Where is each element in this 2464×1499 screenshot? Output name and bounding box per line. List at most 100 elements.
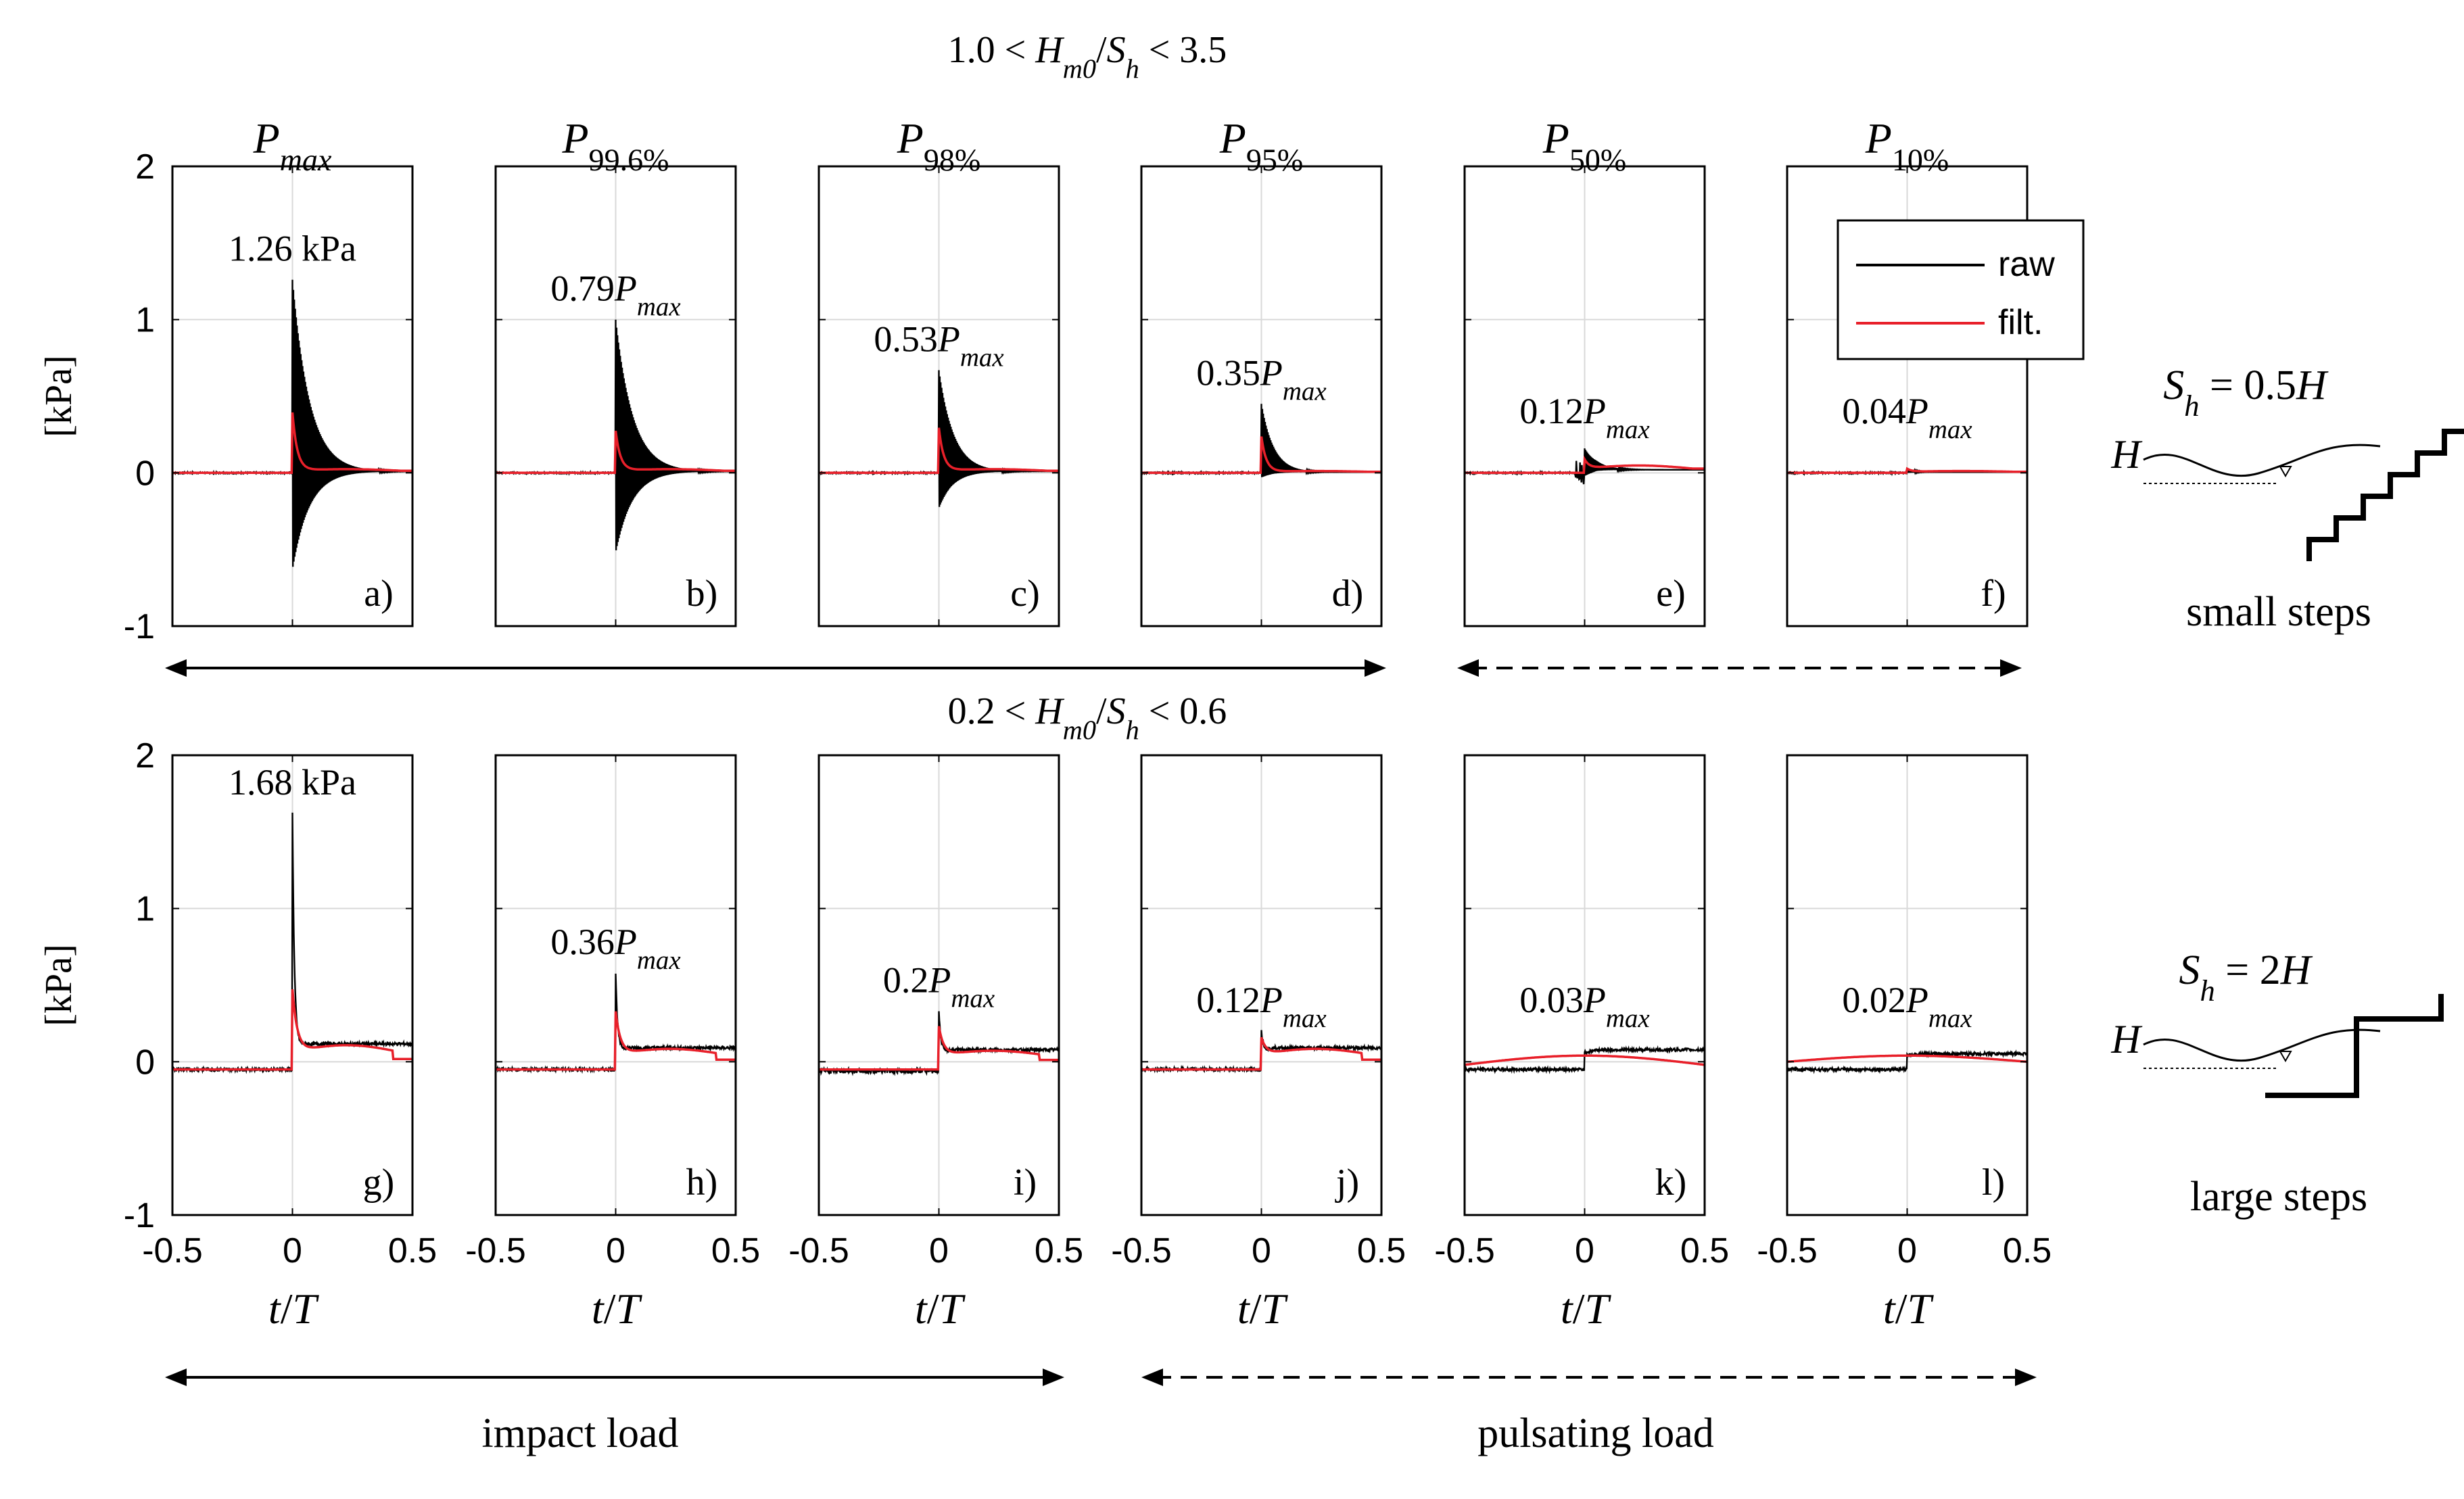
xtick-label: 0.5 [388,1231,437,1270]
series-raw [1464,1045,1705,1074]
panel-b: P99.6% b) 0.79Pmax [494,114,737,627]
arrow-pulsating-top [1457,659,2022,677]
xtick-label: -0.5 [788,1231,849,1270]
xtick-label: -0.5 [1757,1231,1818,1270]
panel-label: c) [1010,573,1040,615]
sketch-wave [2143,444,2381,477]
water-level-icon [2279,466,2292,478]
panel-label: j) [1335,1162,1359,1204]
ytick-label: -1 [124,1196,155,1235]
ytick-label: 1 [135,890,155,929]
panel-c: P98% c) 0.53Pmax [818,114,1060,627]
panel-label: d) [1332,573,1364,615]
peak-annotation: 0.12Pmax [1196,980,1326,1033]
legend-box [1837,219,2085,360]
sketch-wave [2143,1028,2381,1062]
xtick-label: 0.5 [1035,1231,1083,1270]
ytick-label: 0 [135,454,155,493]
panel-j: -0.5 0 0.5 t/T j) 0.12Pmax [1111,754,1406,1333]
panels-group: 2 1 0 -1 [kPa] Pmax a) 1.26 kPa P99.6% b) 0.79Pmax… [38,114,2052,1333]
ytick-label: 1 [135,301,155,340]
series-filt [1786,1054,2028,1064]
arrow-head-left [1141,1369,1163,1386]
arrow-head-right [2000,659,2022,677]
sketch-sh-label: Sh = 0.5H [2163,362,2329,423]
arrow-head-right [1043,1369,1064,1386]
peak-annotation: 0.12Pmax [1519,391,1649,444]
panel-label: k) [1655,1162,1687,1204]
column-title: P99.6% [561,114,669,177]
peak-annotation: 1.26 kPa [229,229,356,269]
peak-annotation: 0.04Pmax [1842,391,1972,444]
series-filt [1787,467,2027,475]
column-title: P95% [1219,114,1304,177]
panel-d: P95% d) 0.35Pmax [1140,114,1383,627]
peak-annotation: 0.03Pmax [1519,980,1649,1033]
arrow-head-left [1457,659,1479,677]
xtick-label: -0.5 [1434,1231,1495,1270]
ytick-label: 0 [135,1043,155,1082]
water-level-icon [2279,1051,2292,1063]
panel-label: l) [1982,1162,2005,1204]
sketch-sh-label: Sh = 2H [2179,947,2313,1007]
xtick-label: 0 [1897,1231,1917,1270]
arrow-head-left [165,659,187,677]
column-title: P10% [1865,114,1949,177]
xtick-label: -0.5 [1111,1231,1172,1270]
large-steps-icon [2265,994,2444,1098]
series-filt [1141,436,1381,475]
arrow-impact-bottom [165,1369,1064,1386]
xlabel: t/T [915,1285,966,1333]
panel-l: -0.5 0 0.5 t/T l) 0.02Pmax [1757,754,2052,1333]
legend: raw filt. [1837,219,2085,360]
xtick-label: 0 [1252,1231,1271,1270]
row-title-bottom: 0.2 < Hm0/Sh < 0.6 [948,690,1227,745]
xtick-label: 0.5 [1357,1231,1406,1270]
ytick-label: -1 [124,607,155,646]
panel-f: P10% f) 0.04Pmax [1786,114,2029,627]
sketch-h-label: H [2110,1017,2143,1062]
xtick-label: -0.5 [465,1231,526,1270]
column-title: P50% [1542,114,1627,177]
xlabel: t/T [1237,1285,1289,1333]
ytick-label: 2 [135,147,155,187]
peak-annotation: 0.35Pmax [1196,352,1326,406]
impact-load-label: impact load [482,1410,679,1456]
arrow-impact-top [165,659,1386,677]
series-filt [172,412,412,475]
panel-k: -0.5 0 0.5 t/T k) 0.03Pmax [1434,754,1729,1333]
xlabel: t/T [592,1285,643,1333]
panel-label: h) [686,1162,718,1204]
series-filt [819,427,1059,475]
xtick-label: 0.5 [1680,1231,1729,1270]
panel-a: 2 1 0 -1 [kPa] Pmax a) 1.26 kPa [38,114,414,646]
peak-annotation: 0.02Pmax [1842,980,1972,1033]
xtick-label: 0.5 [2003,1231,2052,1270]
series-filt [1465,455,1705,475]
series-filt [172,989,412,1071]
row-title-top: 1.0 < Hm0/Sh < 3.5 [948,29,1227,84]
ylabel: [kPa] [38,944,80,1026]
panel-h: -0.5 0 0.5 t/T h) 0.36Pmax [465,754,760,1333]
column-title: Pmax [253,114,332,177]
small-steps-icon [2306,429,2464,561]
peak-annotation: 0.53Pmax [874,318,1003,372]
panel-label: f) [1981,573,2006,615]
ylabel: [kPa] [38,355,80,437]
panel-label: i) [1014,1162,1037,1204]
annotations-group: raw filt. 1.0 < Hm0/Sh < 3.5 0.2 < Hm0/Sh <… [165,29,2085,1456]
pulsating-load-label: pulsating load [1477,1410,1714,1456]
series-filt [496,1011,736,1071]
sketch-label: large steps [2190,1174,2367,1220]
xlabel: t/T [268,1285,320,1333]
column-title: P98% [897,114,981,177]
ytick-label: 2 [135,736,155,776]
series-filt [496,430,736,475]
legend-filt-label: filt. [1998,303,2043,342]
arrow-head-left [165,1369,187,1386]
series-filt [1141,1037,1381,1071]
series-filt [1464,1054,1705,1066]
